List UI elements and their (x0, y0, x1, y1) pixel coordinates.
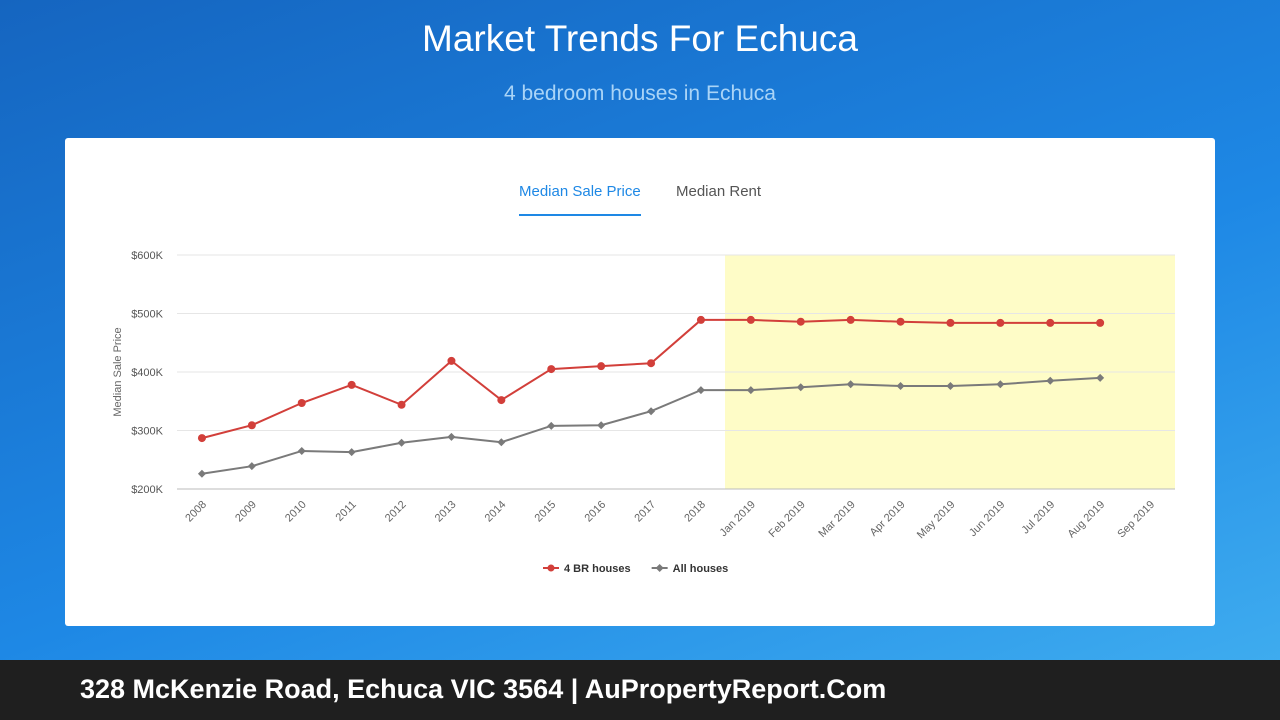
x-tick-label: 2014 (483, 499, 509, 525)
x-tick-label: 2010 (283, 499, 309, 525)
data-point (846, 315, 855, 324)
y-tick-label: $500K (131, 309, 163, 321)
data-point (1046, 318, 1055, 327)
footer: 328 McKenzie Road, Echuca VIC 3564 | AuP… (0, 660, 1280, 720)
x-tick-label: 2012 (383, 499, 409, 525)
data-point (647, 359, 656, 368)
x-tick-label: May 2019 (915, 499, 958, 542)
x-tick-label: 2009 (233, 499, 259, 525)
x-tick-label: 2008 (183, 499, 209, 525)
data-point (996, 380, 1005, 389)
data-point (746, 315, 755, 324)
data-point (247, 462, 256, 471)
data-point (247, 421, 256, 430)
page-title: Market Trends For Echuca (422, 18, 858, 59)
data-point (896, 317, 905, 326)
x-tick-label: Aug 2019 (1065, 499, 1107, 541)
data-point (547, 421, 556, 430)
x-tick-label: Feb 2019 (767, 499, 808, 540)
x-tick-label: 2011 (334, 499, 359, 524)
x-tick-label: 2013 (433, 499, 459, 525)
data-point (497, 396, 506, 405)
x-tick-label: 2017 (632, 499, 658, 525)
tab[interactable]: Median Sale Price (519, 183, 641, 216)
data-point (796, 383, 805, 392)
data-point (297, 446, 306, 455)
footer-text: 328 McKenzie Road, Echuca VIC 3564 | AuP… (80, 674, 887, 704)
data-point (796, 317, 805, 326)
legend-label: 4 BR houses (564, 563, 631, 575)
data-point (347, 380, 356, 389)
data-point (347, 448, 356, 457)
legend-label: All houses (673, 563, 729, 575)
data-point (946, 318, 955, 327)
data-point (846, 380, 855, 389)
data-point (547, 365, 556, 374)
x-tick-label: Sep 2019 (1115, 499, 1157, 541)
data-point (647, 407, 656, 416)
data-point (746, 386, 755, 395)
data-point (197, 434, 206, 443)
data-point (696, 315, 705, 324)
data-point (1096, 373, 1105, 382)
data-point (1096, 318, 1105, 327)
x-tick-label: Jul 2019 (1019, 499, 1057, 537)
legend-marker (547, 564, 555, 572)
data-point (397, 438, 406, 447)
data-point (447, 356, 456, 365)
x-tick-label: Mar 2019 (816, 499, 857, 540)
data-point (996, 318, 1005, 327)
data-point (497, 438, 506, 447)
data-point (946, 382, 955, 391)
x-tick-label: 2015 (533, 499, 559, 525)
x-tick-label: Jan 2019 (717, 499, 757, 539)
tab[interactable]: Median Rent (676, 183, 762, 200)
y-tick-label: $600K (131, 250, 163, 262)
data-point (197, 469, 206, 478)
data-point (896, 382, 905, 391)
data-point (597, 362, 606, 371)
legend-marker (655, 564, 664, 572)
y-tick-label: $400K (131, 367, 163, 379)
x-tick-label: Apr 2019 (868, 499, 908, 539)
data-point (597, 421, 606, 430)
data-point (447, 432, 456, 441)
data-point (397, 400, 406, 409)
y-tick-label: $200K (131, 484, 163, 496)
y-tick-label: $300K (131, 426, 163, 438)
x-tick-label: Jun 2019 (967, 499, 1007, 539)
x-tick-label: 2018 (682, 499, 708, 525)
y-axis-title: Median Sale Price (112, 327, 124, 416)
data-point (1046, 376, 1055, 385)
data-point (297, 399, 306, 408)
x-tick-label: 2016 (582, 499, 608, 525)
page-subtitle: 4 bedroom houses in Echuca (503, 82, 776, 105)
data-point (696, 386, 705, 395)
